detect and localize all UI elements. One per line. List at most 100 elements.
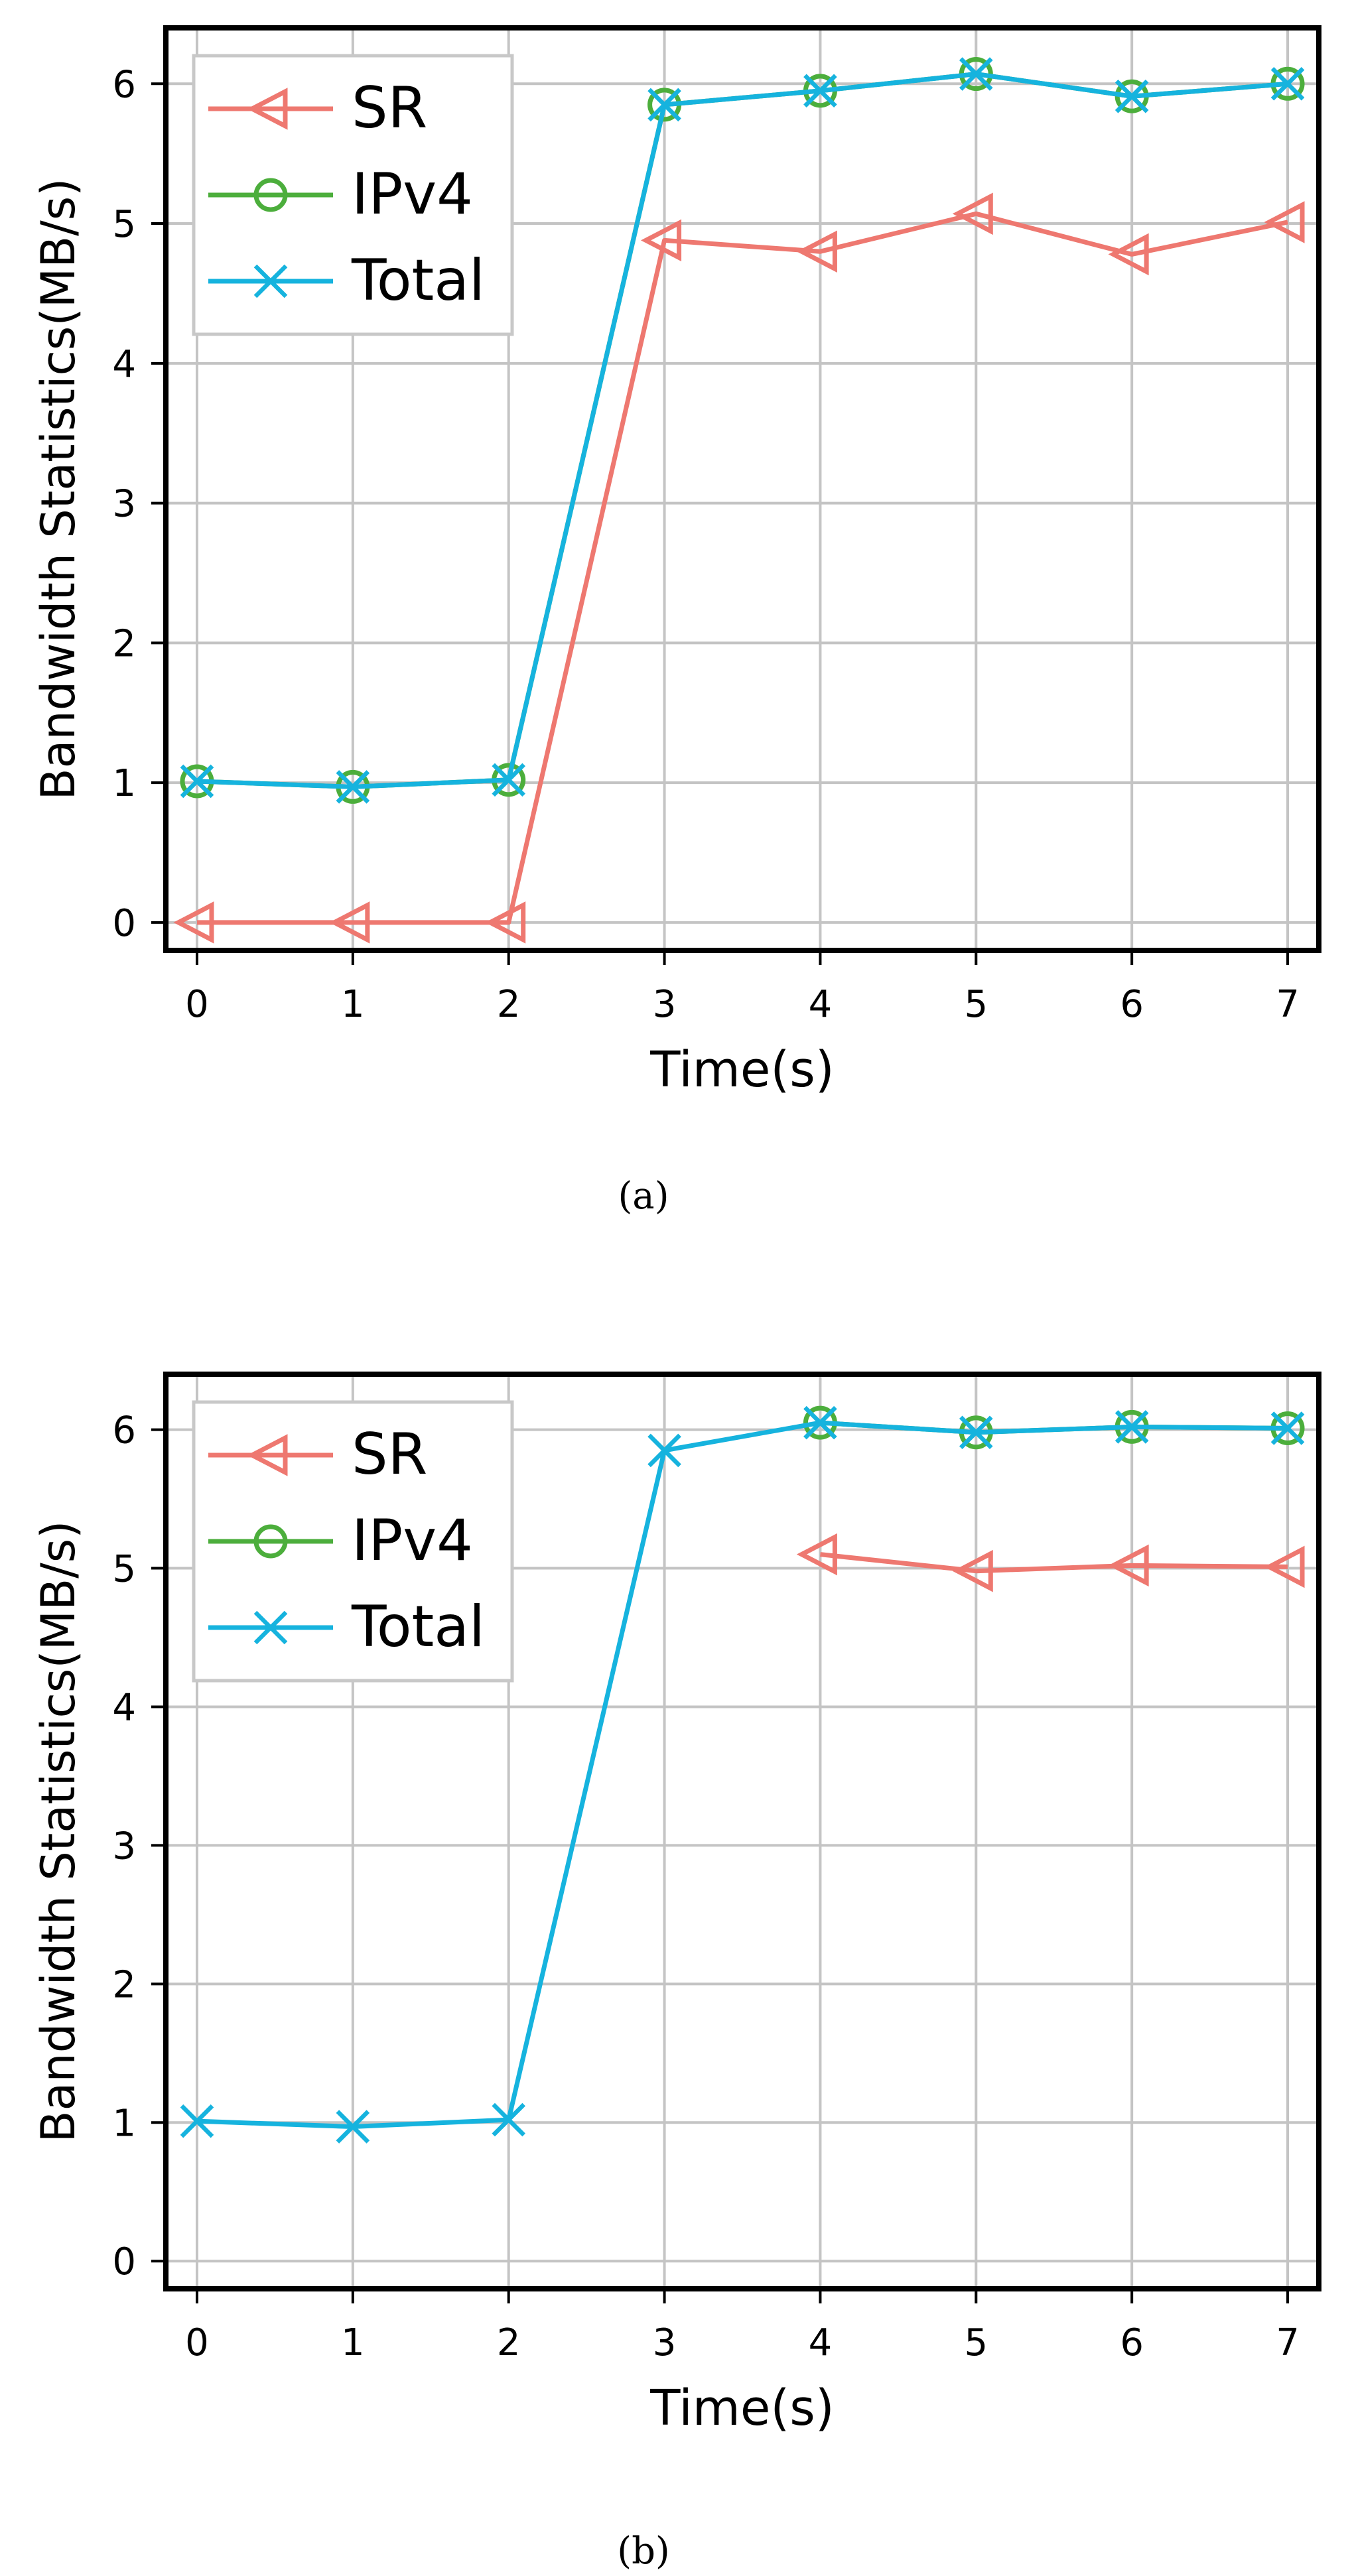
- data-point-total: [959, 1415, 993, 1450]
- legend-marker-ipv4: [253, 178, 288, 212]
- data-point-sr: [1264, 1545, 1305, 1588]
- y-tick-label: 4: [112, 343, 136, 386]
- data-point-total: [1115, 1410, 1149, 1444]
- x-tick-label: 3: [653, 983, 677, 1026]
- series-sr: [796, 1533, 1305, 1592]
- data-point-total: [492, 763, 526, 797]
- legend-label-sr: SR: [352, 1421, 427, 1488]
- data-point-sr: [173, 901, 214, 944]
- data-point-total: [803, 1405, 837, 1440]
- x-tick-label: 7: [1276, 983, 1300, 1026]
- data-point-sr: [796, 1533, 837, 1576]
- data-point-total: [1270, 1411, 1305, 1445]
- y-axis-label: Bandwidth Statistics(MB/s): [31, 1521, 86, 2143]
- data-point-total: [180, 2104, 214, 2138]
- series-total: [180, 1405, 1305, 2144]
- legend-marker-total: [253, 264, 288, 298]
- x-axis-label: Time(s): [649, 2380, 834, 2437]
- y-tick-label: 1: [112, 762, 136, 805]
- series-line-sr: [820, 1552, 1288, 1574]
- plot-area: [180, 1405, 1305, 2144]
- x-tick-label: 6: [1120, 983, 1144, 1026]
- panel-caption-b: (b): [617, 2530, 670, 2573]
- y-tick-label: 0: [112, 902, 136, 945]
- series-total: [180, 57, 1305, 804]
- data-point-sr: [952, 1549, 993, 1592]
- plot-frame: [163, 1372, 1321, 2291]
- legend-label-ipv4: IPv4: [352, 1508, 473, 1574]
- data-point-total: [336, 2110, 370, 2144]
- x-tick-label: 6: [1120, 2321, 1144, 2364]
- chart-panel-a: 0 1 2 3 4 5 6 7 0 1 2 3 4 5 6 SR IPv4 Total Time(s) Bandwid…: [31, 25, 1321, 1218]
- y-tick-label: 4: [112, 1686, 136, 1729]
- data-point-sr: [1108, 233, 1149, 276]
- x-tick-label: 5: [964, 2321, 988, 2364]
- data-point-total: [1270, 67, 1305, 101]
- legend-item-total: Total: [208, 1594, 485, 1660]
- data-point-total: [1115, 79, 1149, 113]
- data-point-total: [647, 88, 681, 122]
- data-point-total: [336, 770, 370, 804]
- legend-label-total: Total: [351, 247, 485, 314]
- panel-caption-a: (a): [618, 1175, 669, 1218]
- series-sr: [173, 192, 1305, 944]
- x-tick-label: 2: [497, 2321, 521, 2364]
- y-tick-label: 6: [112, 63, 136, 106]
- y-tick-label: 6: [112, 1409, 136, 1452]
- data-point-total: [180, 764, 214, 799]
- y-tick-label: 0: [112, 2240, 136, 2284]
- x-tick-label: 1: [341, 2321, 365, 2364]
- legend-label-total: Total: [351, 1594, 485, 1660]
- legend-label-sr: SR: [352, 75, 427, 141]
- y-tick-label: 5: [112, 203, 136, 246]
- y-axis-label: Bandwidth Statistics(MB/s): [31, 178, 86, 801]
- legend: SR IPv4 Total: [192, 54, 514, 336]
- legend-label-ipv4: IPv4: [352, 161, 473, 227]
- data-point-total: [803, 74, 837, 108]
- x-tick-label: 5: [964, 983, 988, 1026]
- legend-item-sr: SR: [208, 1421, 427, 1488]
- x-tick-label: 3: [653, 2321, 677, 2364]
- legend-item-sr: SR: [208, 75, 427, 141]
- data-point-sr: [952, 192, 993, 235]
- x-tick-label: 4: [809, 983, 833, 1026]
- data-point-sr: [640, 219, 682, 262]
- series-line-total: [196, 1420, 1288, 2130]
- data-point-sr: [329, 901, 370, 944]
- series-line-total: [196, 72, 1288, 789]
- legend-marker-sr: [247, 88, 288, 130]
- y-tick-label: 2: [112, 1963, 136, 2006]
- ticks: 0 1 2 3 4 5 6 7 0 1 2 3 4 5 6: [112, 1409, 1299, 2364]
- plot-area: [173, 57, 1305, 944]
- y-tick-label: 2: [112, 622, 136, 665]
- data-point-total: [959, 57, 993, 91]
- legend-item-ipv4: IPv4: [208, 1508, 473, 1574]
- y-tick-label: 3: [112, 483, 136, 526]
- legend-marker-total: [253, 1610, 288, 1645]
- x-axis-label: Time(s): [649, 1041, 834, 1098]
- x-tick-label: 1: [341, 983, 365, 1026]
- data-point-total: [492, 2102, 526, 2137]
- grid: [166, 28, 1319, 950]
- x-tick-label: 7: [1276, 2321, 1300, 2364]
- legend-marker-sr: [247, 1434, 288, 1476]
- data-point-sr: [1264, 201, 1305, 243]
- y-tick-label: 1: [112, 2102, 136, 2145]
- x-tick-label: 0: [185, 2321, 209, 2364]
- y-tick-label: 5: [112, 1548, 136, 1591]
- data-point-sr: [796, 230, 837, 273]
- legend: SR IPv4 Total: [192, 1400, 514, 1683]
- data-point-sr: [485, 901, 526, 944]
- x-tick-label: 0: [185, 983, 209, 1026]
- chart-panel-b: 0 1 2 3 4 5 6 7 0 1 2 3 4 5 6 SR IPv4 Total Time(s) Bandwid…: [31, 1372, 1321, 2573]
- legend-marker-ipv4: [253, 1524, 288, 1559]
- data-point-total: [647, 1433, 681, 1468]
- data-point-sr: [1108, 1544, 1149, 1587]
- legend-item-ipv4: IPv4: [208, 161, 473, 227]
- x-tick-label: 4: [809, 2321, 833, 2364]
- legend-item-total: Total: [208, 247, 485, 314]
- series-line-sr: [196, 211, 1288, 925]
- x-tick-label: 2: [497, 983, 521, 1026]
- y-tick-label: 3: [112, 1825, 136, 1868]
